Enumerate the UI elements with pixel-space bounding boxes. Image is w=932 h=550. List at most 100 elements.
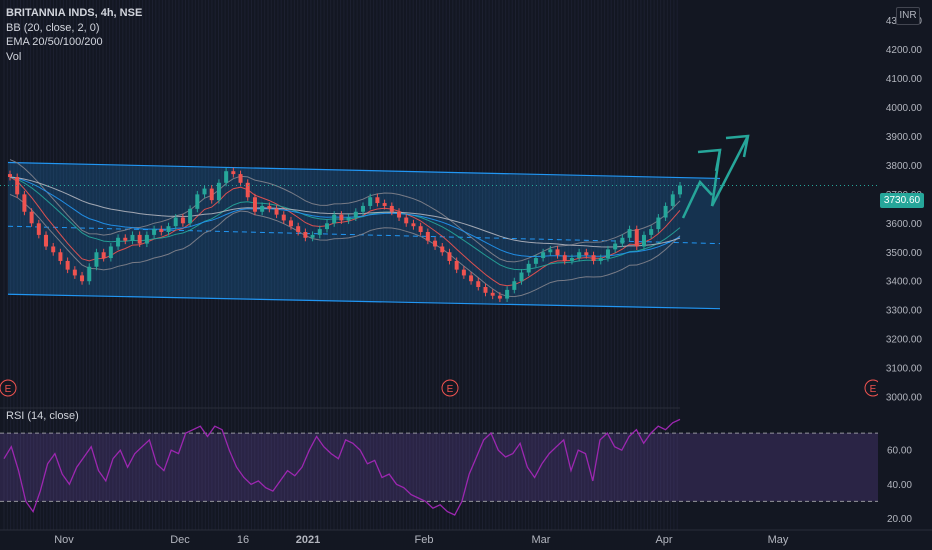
currency-button[interactable]: INR [896, 7, 920, 25]
price-axis[interactable]: 4300.004200.004100.004000.003900.003800.… [0, 0, 932, 530]
candle-body [22, 194, 27, 212]
bb-lower [9, 193, 681, 298]
rsi-tick-label: 40.00 [887, 480, 912, 491]
price-tick-label: 4000.00 [886, 103, 923, 114]
candle-body [454, 260, 459, 270]
candle-body [288, 220, 293, 227]
candle-body [87, 266, 92, 282]
candle-body [620, 237, 625, 244]
candle-body [267, 205, 272, 209]
candle-body [512, 281, 517, 290]
candle-body [152, 229, 157, 235]
candle-body [303, 232, 308, 238]
candle-body [562, 255, 567, 261]
candle-body [627, 229, 632, 238]
price-tick-label: 3400.00 [886, 277, 923, 288]
candle-body [36, 223, 41, 235]
candle-body [433, 240, 438, 247]
candle-body [144, 234, 149, 244]
price-tick-label: 3800.00 [886, 161, 923, 172]
candle-body [476, 281, 481, 287]
candle-body [101, 252, 106, 259]
channel-mid [7, 225, 721, 245]
indicator-vol[interactable]: Vol [6, 50, 22, 63]
candle-body [505, 289, 510, 299]
symbol-title[interactable]: BRITANNIA INDS, 4h, NSE [6, 7, 143, 19]
candle-body [418, 226, 423, 232]
future-area-shade [680, 0, 878, 530]
ema-line-4 [9, 176, 681, 248]
candle-body [260, 205, 265, 212]
time-tick-label: Dec [170, 534, 190, 546]
candle-body [252, 197, 257, 212]
candle-body [663, 205, 668, 218]
candle-body [224, 171, 229, 183]
candle-body [440, 246, 445, 253]
candle-body [678, 185, 682, 195]
rsi-indicator-label[interactable]: RSI (14, close) [6, 410, 79, 422]
candle-body [548, 249, 553, 253]
rsi-pane [0, 418, 878, 516]
candle-body [51, 246, 56, 253]
projection-arrow-1-head [697, 148, 722, 172]
rsi-tick-label: 60.00 [887, 446, 912, 457]
candle-body [15, 177, 20, 195]
candle-body [346, 217, 351, 221]
indicator-ema[interactable]: EMA 20/50/100/200 [6, 36, 103, 48]
channel-lower [7, 293, 721, 310]
price-tick-label: 4100.00 [886, 74, 923, 85]
rsi-tick-label: 20.00 [887, 514, 912, 525]
candle-body [180, 217, 185, 224]
candle-body [382, 203, 387, 206]
chart-legend: BRITANNIA INDS, 4h, NSE BB (20, close, 2… [6, 6, 142, 64]
projection-path [681, 179, 713, 219]
candle-body [605, 249, 610, 259]
projection-arrow-2-head [725, 134, 750, 158]
candle-body [490, 292, 495, 296]
time-tick-label: May [768, 534, 789, 546]
candle-body [483, 287, 488, 293]
projection-arrows [681, 134, 750, 219]
channel-upper [7, 161, 721, 180]
price-tick-label: 3600.00 [886, 219, 923, 230]
candle-body [130, 234, 135, 241]
candle-body [649, 229, 654, 235]
earnings-label: E [5, 384, 12, 395]
candles [8, 167, 682, 303]
candle-body [425, 232, 430, 241]
earnings-circle [0, 379, 17, 397]
indicator-bb[interactable]: BB (20, close, 2, 0) [6, 21, 100, 34]
candle-body [173, 217, 178, 227]
candle-body [195, 194, 200, 209]
candle-body [634, 229, 639, 247]
candle-body [526, 263, 531, 273]
candle-body [324, 223, 329, 230]
candle-body [44, 234, 49, 247]
candle-body [123, 237, 128, 241]
candle-body [188, 208, 193, 224]
candle-body [577, 252, 582, 259]
candle-body [80, 275, 85, 282]
candle-body [317, 229, 322, 235]
candle-body [361, 205, 366, 212]
candle-body [447, 252, 452, 261]
candle-body [497, 295, 502, 299]
earnings-label: E [870, 384, 877, 395]
earnings-circle [441, 379, 459, 397]
earnings-marker-1: E [0, 379, 17, 397]
candle-body [310, 234, 315, 238]
candle-body [231, 171, 236, 175]
time-axis[interactable]: Nov Dec 16 2021 Feb Mar Apr May [0, 529, 932, 546]
candle-body [541, 252, 546, 259]
time-tick-label: 16 [237, 534, 249, 546]
last-price-tag: 3730.60 [880, 193, 924, 208]
candle-body [591, 255, 596, 261]
candle-body [116, 237, 121, 247]
candle-body [555, 249, 560, 256]
candle-body [519, 272, 524, 282]
candle-body [216, 182, 221, 201]
earnings-label: E [447, 384, 454, 395]
candle-body [411, 223, 416, 227]
